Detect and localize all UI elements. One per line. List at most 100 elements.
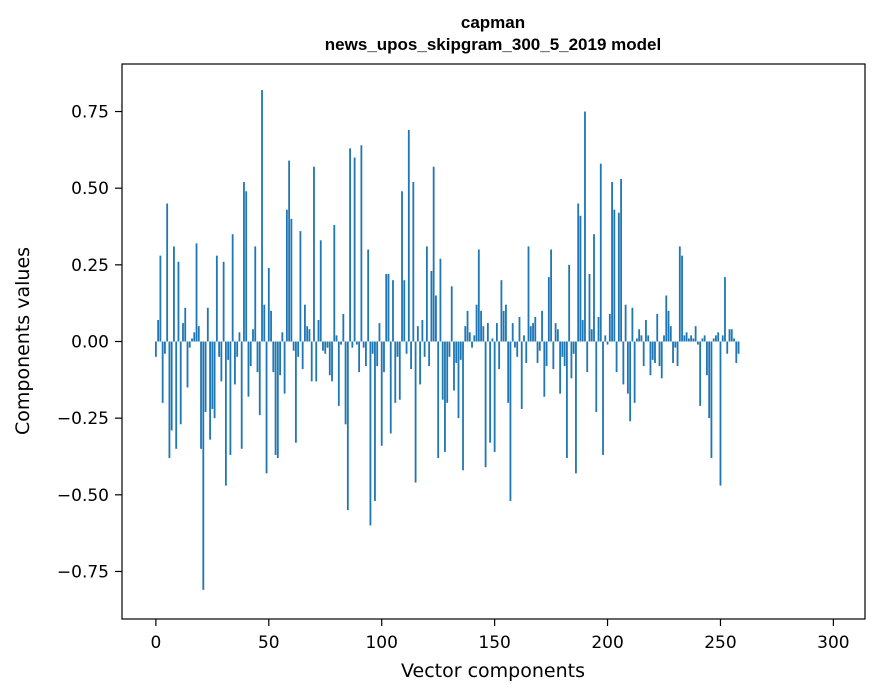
bar — [505, 304, 507, 342]
bar — [294, 341, 297, 443]
bar — [154, 341, 157, 357]
bar — [527, 246, 530, 342]
bar — [491, 338, 494, 342]
bar — [186, 341, 189, 388]
bar — [243, 182, 245, 342]
bar — [234, 341, 236, 385]
bar — [572, 341, 575, 354]
bar — [383, 341, 385, 373]
bar — [220, 341, 223, 382]
bar — [448, 341, 451, 357]
bar — [520, 341, 523, 409]
bar — [674, 341, 677, 348]
bar — [317, 320, 320, 342]
bar — [717, 332, 720, 342]
bar — [240, 341, 243, 449]
bar — [728, 329, 731, 342]
bar — [394, 341, 397, 403]
bar — [252, 329, 254, 342]
bar — [665, 295, 668, 342]
bar — [457, 341, 460, 419]
bar — [660, 341, 663, 379]
bar — [349, 148, 351, 342]
chart-subtitle: news_upos_skipgram_300_5_2019 model — [325, 35, 661, 54]
bar — [342, 313, 345, 342]
bar — [606, 341, 609, 345]
bar — [475, 304, 478, 342]
bar — [645, 320, 647, 342]
bar — [493, 341, 496, 452]
bar — [283, 341, 286, 394]
bar — [326, 341, 329, 348]
bar — [710, 341, 713, 459]
bar — [279, 341, 281, 376]
bar — [288, 160, 291, 342]
bar — [308, 329, 311, 342]
bar — [735, 341, 738, 363]
bar — [184, 307, 187, 342]
bar — [715, 335, 717, 342]
bar — [224, 341, 227, 486]
bar — [444, 341, 446, 452]
bar — [222, 261, 225, 342]
bar — [238, 332, 241, 342]
bar — [604, 335, 607, 342]
bar — [545, 341, 548, 367]
y-tick-label: −0.25 — [57, 409, 109, 429]
bar — [430, 270, 433, 342]
bar — [353, 157, 356, 342]
bar — [378, 323, 381, 342]
bar — [290, 218, 293, 342]
bar — [416, 326, 419, 342]
bar — [272, 341, 275, 373]
bar — [570, 341, 573, 379]
bar — [193, 332, 196, 342]
bar — [624, 304, 627, 342]
bar — [441, 341, 444, 400]
bar — [602, 341, 604, 455]
bar — [414, 341, 417, 483]
bar — [292, 341, 295, 351]
bar — [215, 255, 218, 342]
bar — [733, 338, 735, 342]
bar — [197, 326, 200, 342]
bar — [389, 341, 392, 434]
bar — [362, 341, 365, 348]
bar — [270, 310, 272, 342]
bar — [599, 163, 602, 342]
bar — [166, 203, 169, 342]
bar — [615, 341, 618, 373]
bar — [471, 341, 473, 348]
bar — [638, 329, 641, 342]
bar — [369, 341, 372, 526]
bar — [407, 129, 410, 342]
bar — [477, 249, 480, 342]
bar — [608, 313, 611, 342]
x-tick-label: 50 — [258, 633, 280, 653]
bar — [175, 341, 178, 449]
bar — [692, 338, 695, 342]
bar — [392, 280, 394, 342]
bar — [495, 323, 498, 342]
bar — [299, 231, 302, 342]
bar — [586, 341, 589, 373]
bar — [656, 313, 659, 342]
bar — [663, 335, 665, 342]
bar — [658, 341, 661, 367]
bar — [642, 341, 645, 367]
bar — [254, 246, 257, 342]
bar — [538, 341, 541, 351]
bar — [541, 310, 543, 342]
bar — [534, 316, 537, 342]
bar — [322, 341, 324, 351]
y-axis-label: Components values — [12, 247, 34, 435]
bar — [412, 182, 415, 342]
bar — [310, 341, 313, 382]
y-tick-label: 0.50 — [71, 179, 109, 199]
bar — [324, 341, 327, 354]
bar — [654, 341, 656, 363]
bar — [261, 90, 263, 342]
bar — [568, 264, 571, 342]
x-axis-label: Vector components — [401, 660, 585, 682]
bar — [595, 341, 598, 413]
